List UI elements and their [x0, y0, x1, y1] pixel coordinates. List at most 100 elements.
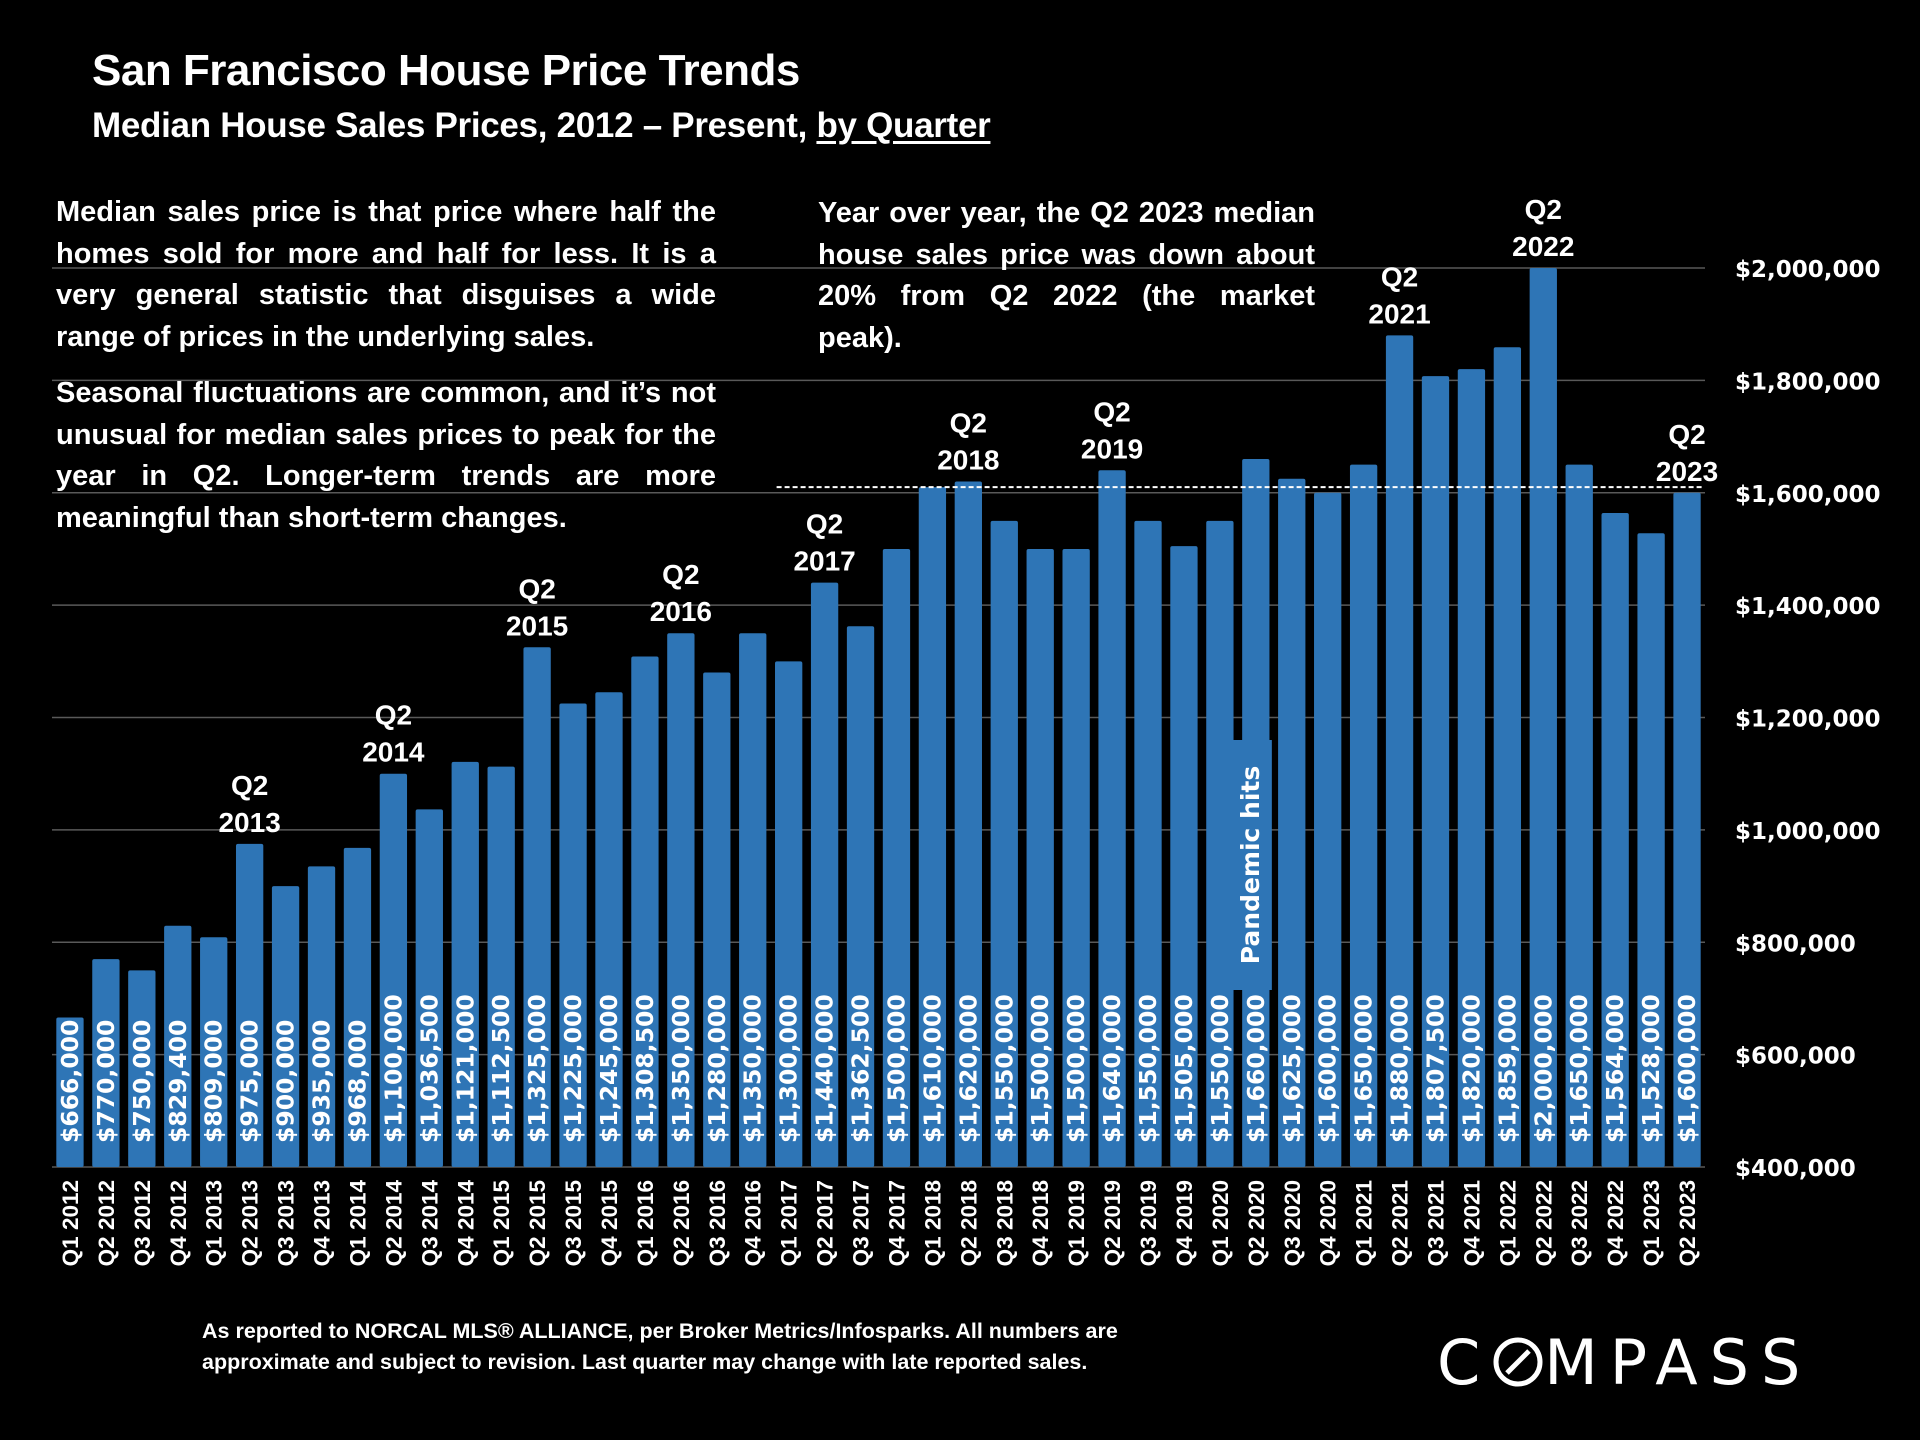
data-label: $1,528,000 — [1637, 994, 1665, 1143]
annotation-year: 2021 — [1368, 298, 1430, 329]
data-label: $770,000 — [92, 1020, 120, 1143]
bar — [1637, 533, 1665, 1167]
bar — [1385, 335, 1414, 1167]
compass-logo: C MPASS — [1437, 1326, 1812, 1399]
x-tick-label: Q3 2016 — [705, 1180, 730, 1266]
x-tick-label: Q3 2014 — [417, 1180, 442, 1267]
annotation-quarter: Q2 — [662, 559, 699, 590]
x-tick-label: Q4 2014 — [453, 1180, 478, 1267]
x-tick-label: Q3 2019 — [1136, 1180, 1161, 1266]
bar — [1673, 492, 1701, 1167]
bar — [271, 886, 300, 1167]
data-label: $1,500,000 — [882, 994, 910, 1143]
bar — [1457, 369, 1486, 1167]
bar — [56, 1017, 84, 1167]
data-label: $666,000 — [56, 1020, 84, 1143]
x-tick-label: Q1 2016 — [633, 1180, 658, 1266]
data-label: $1,100,000 — [379, 994, 407, 1143]
bar — [1278, 478, 1306, 1167]
x-tick-label: Q2 2017 — [813, 1180, 838, 1266]
y-tick-label: $800,000 — [1735, 931, 1856, 957]
x-tick-label: Q4 2015 — [597, 1180, 622, 1266]
bar — [990, 520, 1018, 1167]
bar — [918, 487, 947, 1168]
data-label: $1,280,000 — [703, 994, 731, 1143]
chart-title: San Francisco House Price Trends — [92, 46, 800, 95]
bar — [595, 692, 623, 1167]
data-label: $1,325,000 — [523, 994, 551, 1143]
data-label: $1,550,000 — [990, 994, 1018, 1143]
data-label: $1,610,000 — [918, 994, 946, 1143]
bar — [739, 633, 767, 1167]
annotation-year: 2023 — [1656, 456, 1718, 487]
x-tick-label: Q2 2022 — [1531, 1180, 1556, 1266]
x-tick-label: Q2 2019 — [1100, 1180, 1125, 1266]
annotation-quarter: Q2 — [1525, 194, 1562, 225]
x-tick-label: Q1 2013 — [202, 1180, 227, 1266]
data-label: $1,362,500 — [847, 994, 875, 1143]
bar — [487, 766, 515, 1167]
source-footnote: As reported to NORCAL MLS® ALLIANCE, per… — [202, 1316, 1118, 1378]
y-tick-label: $1,400,000 — [1735, 594, 1881, 620]
bar — [1134, 520, 1162, 1167]
x-tick-label: Q2 2023 — [1675, 1180, 1700, 1266]
x-tick-label: Q3 2018 — [992, 1180, 1017, 1266]
source-line-2: approximate and subject to revision. Las… — [202, 1350, 1088, 1374]
data-label: $1,620,000 — [954, 994, 982, 1143]
x-tick-label: Q3 2013 — [274, 1180, 299, 1266]
data-label: $1,505,000 — [1170, 994, 1198, 1143]
y-tick-label: $1,000,000 — [1735, 819, 1881, 845]
x-tick-label: Q1 2020 — [1208, 1180, 1233, 1266]
annotation-quarter: Q2 — [375, 700, 412, 731]
bar — [1206, 520, 1234, 1167]
bar — [1062, 548, 1090, 1167]
bar — [1493, 347, 1522, 1167]
x-tick-label: Q3 2017 — [849, 1180, 874, 1266]
data-label: $1,600,000 — [1314, 994, 1342, 1143]
data-label: $1,308,500 — [631, 994, 659, 1143]
annotation-quarter: Q2 — [231, 770, 268, 801]
pandemic-label-bg — [1229, 740, 1272, 990]
data-label: $1,650,000 — [1565, 994, 1593, 1143]
x-tick-label: Q4 2021 — [1459, 1180, 1484, 1266]
data-label: $1,300,000 — [775, 994, 803, 1143]
data-label: $1,550,000 — [1134, 994, 1162, 1143]
data-label: $809,000 — [200, 1020, 228, 1143]
bar — [703, 672, 731, 1167]
bar — [523, 647, 551, 1167]
note-median-definition: Median sales price is that price where h… — [56, 196, 716, 353]
bar — [775, 661, 803, 1167]
data-label: $968,000 — [343, 1020, 371, 1143]
x-tick-label: Q1 2021 — [1352, 1180, 1377, 1266]
bar — [200, 937, 228, 1167]
x-tick-label: Q4 2022 — [1603, 1180, 1628, 1266]
data-label: $1,500,000 — [1026, 994, 1054, 1143]
x-tick-label: Q4 2016 — [741, 1180, 766, 1266]
y-tick-label: $1,600,000 — [1735, 482, 1881, 508]
annotation-quarter: Q2 — [518, 573, 555, 604]
annotation-quarter: Q2 — [1093, 396, 1130, 427]
annotation-year: 2017 — [793, 546, 855, 577]
annotation-year: 2016 — [650, 596, 712, 627]
x-tick-label: Q2 2012 — [94, 1180, 119, 1266]
bar — [1026, 548, 1054, 1167]
annotation-year: 2022 — [1512, 231, 1574, 262]
bar — [882, 548, 911, 1167]
x-tick-label: Q3 2021 — [1423, 1180, 1448, 1266]
x-tick-label: Q3 2015 — [561, 1180, 586, 1266]
bar — [559, 703, 587, 1167]
bar — [235, 843, 264, 1167]
pandemic-hits-label: Pandemic hits — [1236, 766, 1265, 965]
bar — [1565, 464, 1593, 1167]
y-tick-label: $600,000 — [1735, 1044, 1856, 1070]
data-label: $750,000 — [128, 1020, 156, 1143]
subtitle-by-quarter: by Quarter — [816, 106, 991, 145]
source-line-1: As reported to NORCAL MLS® ALLIANCE, per… — [202, 1319, 1118, 1343]
data-label: $1,660,000 — [1242, 994, 1270, 1143]
logo-mpass: MPASS — [1544, 1326, 1813, 1399]
data-label: $1,640,000 — [1098, 994, 1126, 1143]
bar — [667, 633, 695, 1167]
annotation-quarter: Q2 — [1668, 419, 1705, 450]
annotation-quarter: Q2 — [806, 509, 843, 540]
